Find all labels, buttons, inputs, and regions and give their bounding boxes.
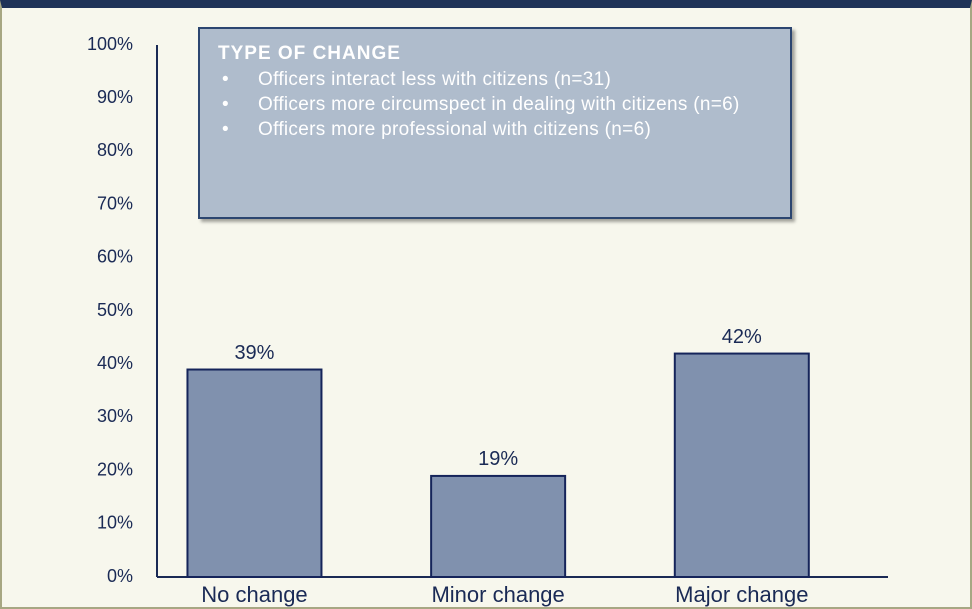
y-tick-label: 60% (97, 247, 133, 267)
y-tick-label: 70% (97, 193, 133, 213)
y-tick-label: 40% (97, 353, 133, 373)
y-tick-label: 100% (87, 34, 133, 54)
y-tick-label: 80% (97, 140, 133, 160)
bar (186, 368, 323, 578)
y-tick-label: 10% (97, 513, 133, 533)
x-tick-label: Major change (675, 582, 808, 607)
value-label: 42% (722, 326, 762, 348)
value-label: 19% (478, 448, 518, 470)
annotation-list: Officers interact less with citizens (n=… (218, 67, 774, 142)
y-tick-label: 0% (107, 566, 133, 586)
x-tick-label: Minor change (431, 582, 564, 607)
annotation-box: TYPE OF CHANGE Officers interact less wi… (198, 27, 792, 219)
y-tick-label: 20% (97, 459, 133, 479)
x-tick-label: No change (201, 582, 307, 607)
annotation-item: Officers more circumspect in dealing wit… (222, 92, 774, 117)
annotation-item: Officers interact less with citizens (n=… (222, 67, 774, 92)
bar (673, 352, 810, 578)
chart: 0% 10% 20% 30% 40% 50% 60% 70% 80% 90% 100% No chan… (87, 34, 888, 607)
value-label: 39% (234, 342, 274, 364)
y-tick-label: 30% (97, 406, 133, 426)
annotation-title: TYPE OF CHANGE (218, 43, 401, 64)
y-tick-label: 90% (97, 87, 133, 107)
annotation-item: Officers more professional with citizens… (222, 117, 774, 142)
bar (430, 474, 567, 579)
y-tick-label: 50% (97, 300, 133, 320)
